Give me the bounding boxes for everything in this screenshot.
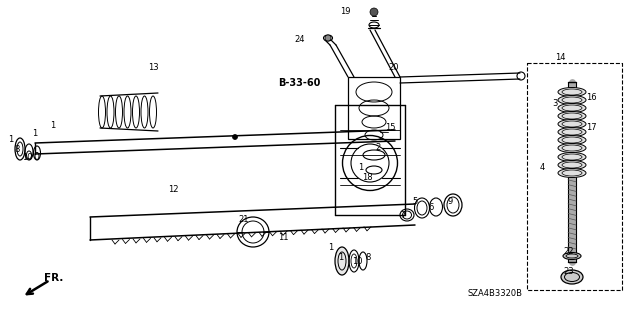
Text: 4: 4 — [540, 164, 545, 173]
Ellipse shape — [558, 112, 586, 121]
Text: 1: 1 — [32, 129, 37, 137]
Text: 6: 6 — [428, 203, 433, 211]
Ellipse shape — [558, 136, 586, 145]
Ellipse shape — [558, 152, 586, 161]
Text: 7: 7 — [400, 211, 405, 219]
Ellipse shape — [558, 160, 586, 169]
Text: FR.: FR. — [44, 273, 63, 283]
Text: 1: 1 — [338, 254, 343, 263]
Text: 17: 17 — [586, 123, 596, 132]
Text: 9: 9 — [447, 197, 452, 206]
Ellipse shape — [558, 128, 586, 137]
Text: 10: 10 — [352, 257, 362, 266]
Text: 18: 18 — [362, 174, 372, 182]
Text: 24: 24 — [294, 35, 305, 44]
Text: 11: 11 — [278, 233, 289, 241]
Text: 1: 1 — [328, 243, 333, 253]
Ellipse shape — [323, 35, 333, 41]
Ellipse shape — [558, 168, 586, 177]
Text: 13: 13 — [148, 63, 159, 72]
Ellipse shape — [563, 253, 581, 259]
Ellipse shape — [335, 247, 349, 275]
Text: 8: 8 — [14, 145, 19, 154]
Text: B-33-60: B-33-60 — [278, 78, 321, 88]
Text: 14: 14 — [555, 53, 566, 62]
Text: 1: 1 — [50, 122, 55, 130]
Text: 10: 10 — [22, 153, 33, 162]
Circle shape — [232, 135, 237, 139]
Text: 2: 2 — [375, 144, 380, 152]
Text: SZA4B3320B: SZA4B3320B — [468, 288, 523, 298]
Text: 8: 8 — [365, 254, 371, 263]
Ellipse shape — [558, 144, 586, 152]
Text: 5: 5 — [412, 197, 417, 206]
Text: 22: 22 — [563, 248, 573, 256]
Ellipse shape — [558, 95, 586, 105]
Ellipse shape — [558, 120, 586, 129]
Ellipse shape — [561, 270, 583, 284]
Text: 15: 15 — [385, 123, 396, 132]
Text: 20: 20 — [388, 63, 399, 72]
Ellipse shape — [558, 87, 586, 97]
Text: 19: 19 — [340, 8, 351, 17]
Bar — [348, 77, 400, 139]
Text: 21: 21 — [238, 216, 248, 225]
Text: 12: 12 — [168, 186, 179, 195]
Text: 1: 1 — [358, 164, 364, 173]
Text: 16: 16 — [586, 93, 596, 101]
Text: 23: 23 — [563, 268, 573, 277]
Ellipse shape — [558, 103, 586, 113]
Text: 1: 1 — [8, 136, 13, 145]
Circle shape — [325, 35, 331, 41]
Circle shape — [370, 8, 378, 16]
Text: 3: 3 — [552, 99, 557, 108]
